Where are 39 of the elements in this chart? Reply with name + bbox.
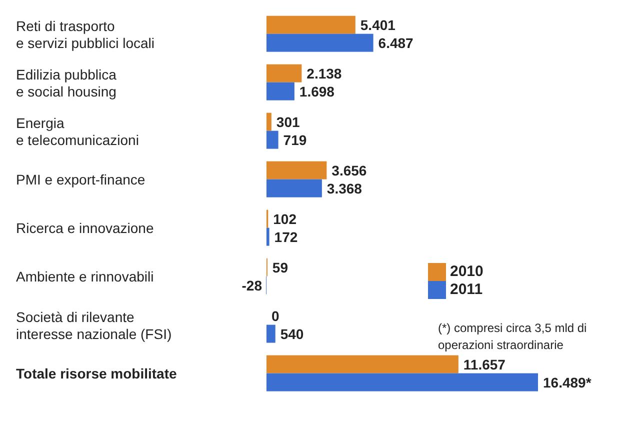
data-label: 540 <box>280 326 304 342</box>
data-label: 5.401 <box>360 16 396 33</box>
annotation: (*) compresi circa 3,5 mld di operazioni straordinarie <box>438 320 588 354</box>
data-label: 2.138 <box>306 65 342 82</box>
bar <box>266 82 294 100</box>
y-tick-label: Reti di trasporto e servizi pubblici locali <box>16 18 155 52</box>
data-label: -28 <box>242 277 262 294</box>
bar <box>266 64 302 82</box>
bar <box>266 179 322 198</box>
bar <box>266 228 270 246</box>
bar <box>266 161 327 180</box>
data-label: 3.656 <box>332 162 367 178</box>
data-label: 102 <box>273 210 297 227</box>
y-tick-label: Totale risorse mobilitate <box>16 366 177 382</box>
y-tick-label: PMI e export-finance <box>16 172 146 188</box>
data-label: 16.489* <box>543 374 592 390</box>
bar <box>266 324 276 343</box>
legend-label: 2011 <box>450 281 483 298</box>
bar <box>266 373 538 392</box>
data-label: 301 <box>276 114 300 130</box>
data-label: 719 <box>283 132 307 148</box>
bar <box>266 112 272 131</box>
data-label: 11.657 <box>463 356 506 372</box>
y-tick-label: Ambiente e rinnovabili <box>16 268 154 285</box>
y-tick-label: Società di rilevante interesse nazionale (FSI) <box>16 309 172 342</box>
y-tick-label: Ricerca e innovazione <box>16 220 154 236</box>
legend-label: 2010 <box>450 263 484 280</box>
bar <box>266 130 278 149</box>
bar <box>266 355 458 374</box>
data-label: 172 <box>274 228 298 245</box>
data-label: 59 <box>272 259 288 276</box>
y-tick-label: Energia e telecomunicazioni <box>16 115 139 148</box>
y-tick-label: Edilizia pubblica e social housing <box>16 66 117 100</box>
data-label: 0 <box>271 308 280 324</box>
data-label: 1.698 <box>299 83 335 100</box>
data-label: 6.487 <box>378 34 414 51</box>
bar <box>266 16 356 34</box>
bar <box>266 34 374 52</box>
data-label: 3.368 <box>326 180 362 196</box>
